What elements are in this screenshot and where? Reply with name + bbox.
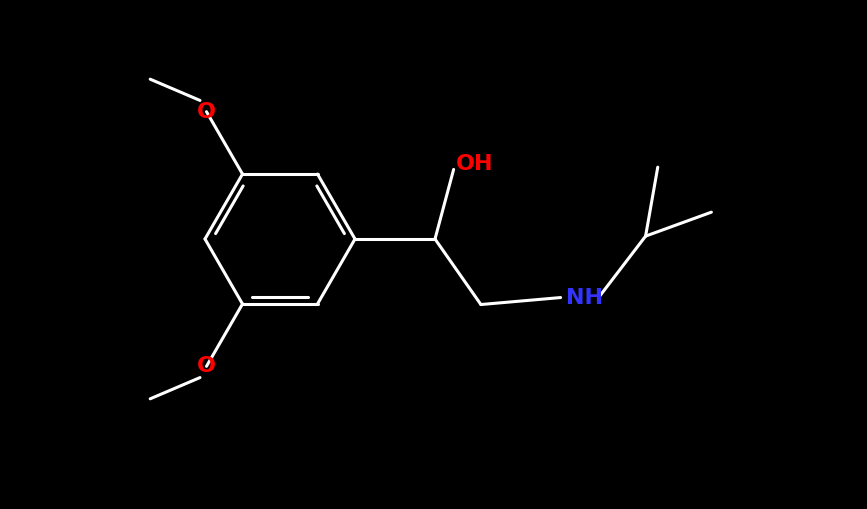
Text: O: O bbox=[197, 102, 216, 122]
Text: OH: OH bbox=[456, 154, 493, 175]
Text: NH: NH bbox=[565, 288, 603, 307]
Text: O: O bbox=[197, 356, 216, 376]
